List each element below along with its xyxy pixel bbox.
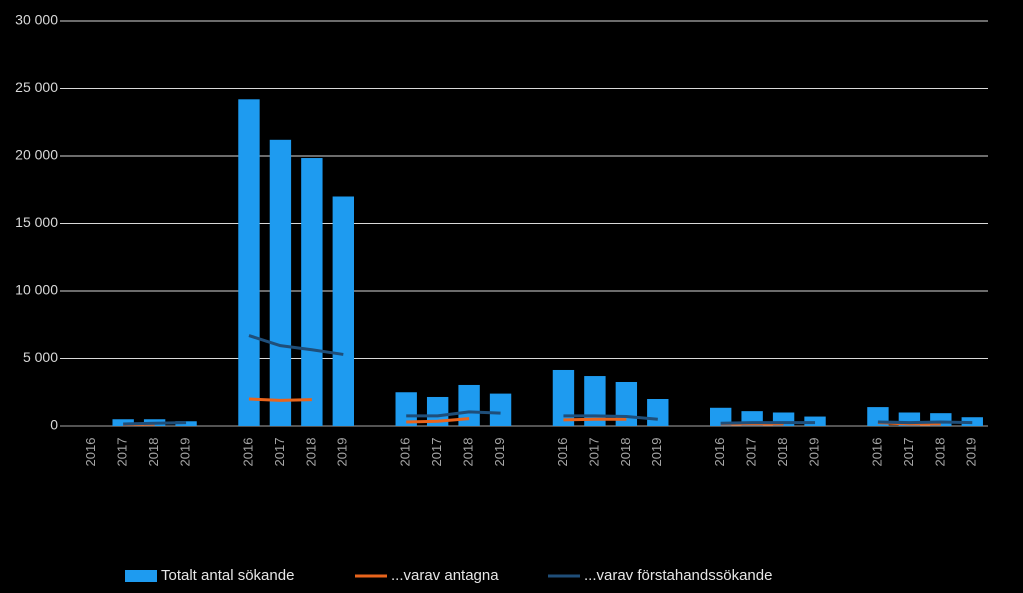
x-tick-label: 2017 <box>901 438 916 467</box>
x-tick-label: 2018 <box>618 438 633 467</box>
y-tick-label: 30 000 <box>15 12 58 28</box>
x-tick-label: 2019 <box>964 438 979 467</box>
x-tick-label: 2017 <box>586 438 601 467</box>
bar <box>301 158 323 426</box>
bar <box>489 393 512 426</box>
x-tick-label: 2017 <box>744 438 759 467</box>
x-tick-label: 2017 <box>429 438 444 467</box>
x-tick-label: 2016 <box>398 438 413 467</box>
x-tick-label: 2019 <box>335 438 350 467</box>
x-tick-label: 2019 <box>649 438 664 467</box>
bar <box>458 384 480 426</box>
x-tick-label: 2019 <box>806 438 821 467</box>
legend-swatch <box>125 570 157 582</box>
y-tick-label: 5 000 <box>23 349 58 365</box>
x-tick-label: 2016 <box>869 438 884 467</box>
bar <box>269 139 292 427</box>
bar <box>709 407 732 426</box>
bar <box>426 396 449 426</box>
x-tick-label: 2018 <box>932 438 947 467</box>
y-tick-label: 20 000 <box>15 147 58 163</box>
x-tick-label: 2017 <box>272 438 287 467</box>
x-tick-label: 2017 <box>115 438 130 467</box>
y-tick-label: 10 000 <box>15 282 58 298</box>
x-tick-label: 2016 <box>240 438 255 467</box>
x-tick-label: 2018 <box>146 438 161 467</box>
bar <box>395 392 417 426</box>
x-tick-label: 2018 <box>461 438 476 467</box>
legend-label: Totalt antal sökande <box>161 567 294 584</box>
y-tick-label: 15 000 <box>15 214 58 230</box>
legend-label: ...varav förstahandssökande <box>584 567 772 584</box>
bar <box>238 99 260 427</box>
bar <box>552 369 575 426</box>
line <box>123 334 973 426</box>
x-tick-label: 2019 <box>178 438 193 467</box>
x-tick-label: 2019 <box>492 438 507 467</box>
bar <box>584 376 606 426</box>
x-tick-label: 2016 <box>712 438 727 467</box>
legend-label: ...varav antagna <box>391 567 499 584</box>
x-tick-label: 2016 <box>555 438 570 467</box>
y-tick-label: 0 <box>50 417 58 433</box>
x-tick-label: 2018 <box>303 438 318 467</box>
bar <box>647 399 669 426</box>
x-tick-label: 2016 <box>83 438 98 467</box>
x-tick-label: 2018 <box>775 438 790 467</box>
bar <box>332 196 355 426</box>
y-tick-label: 25 000 <box>15 79 58 95</box>
